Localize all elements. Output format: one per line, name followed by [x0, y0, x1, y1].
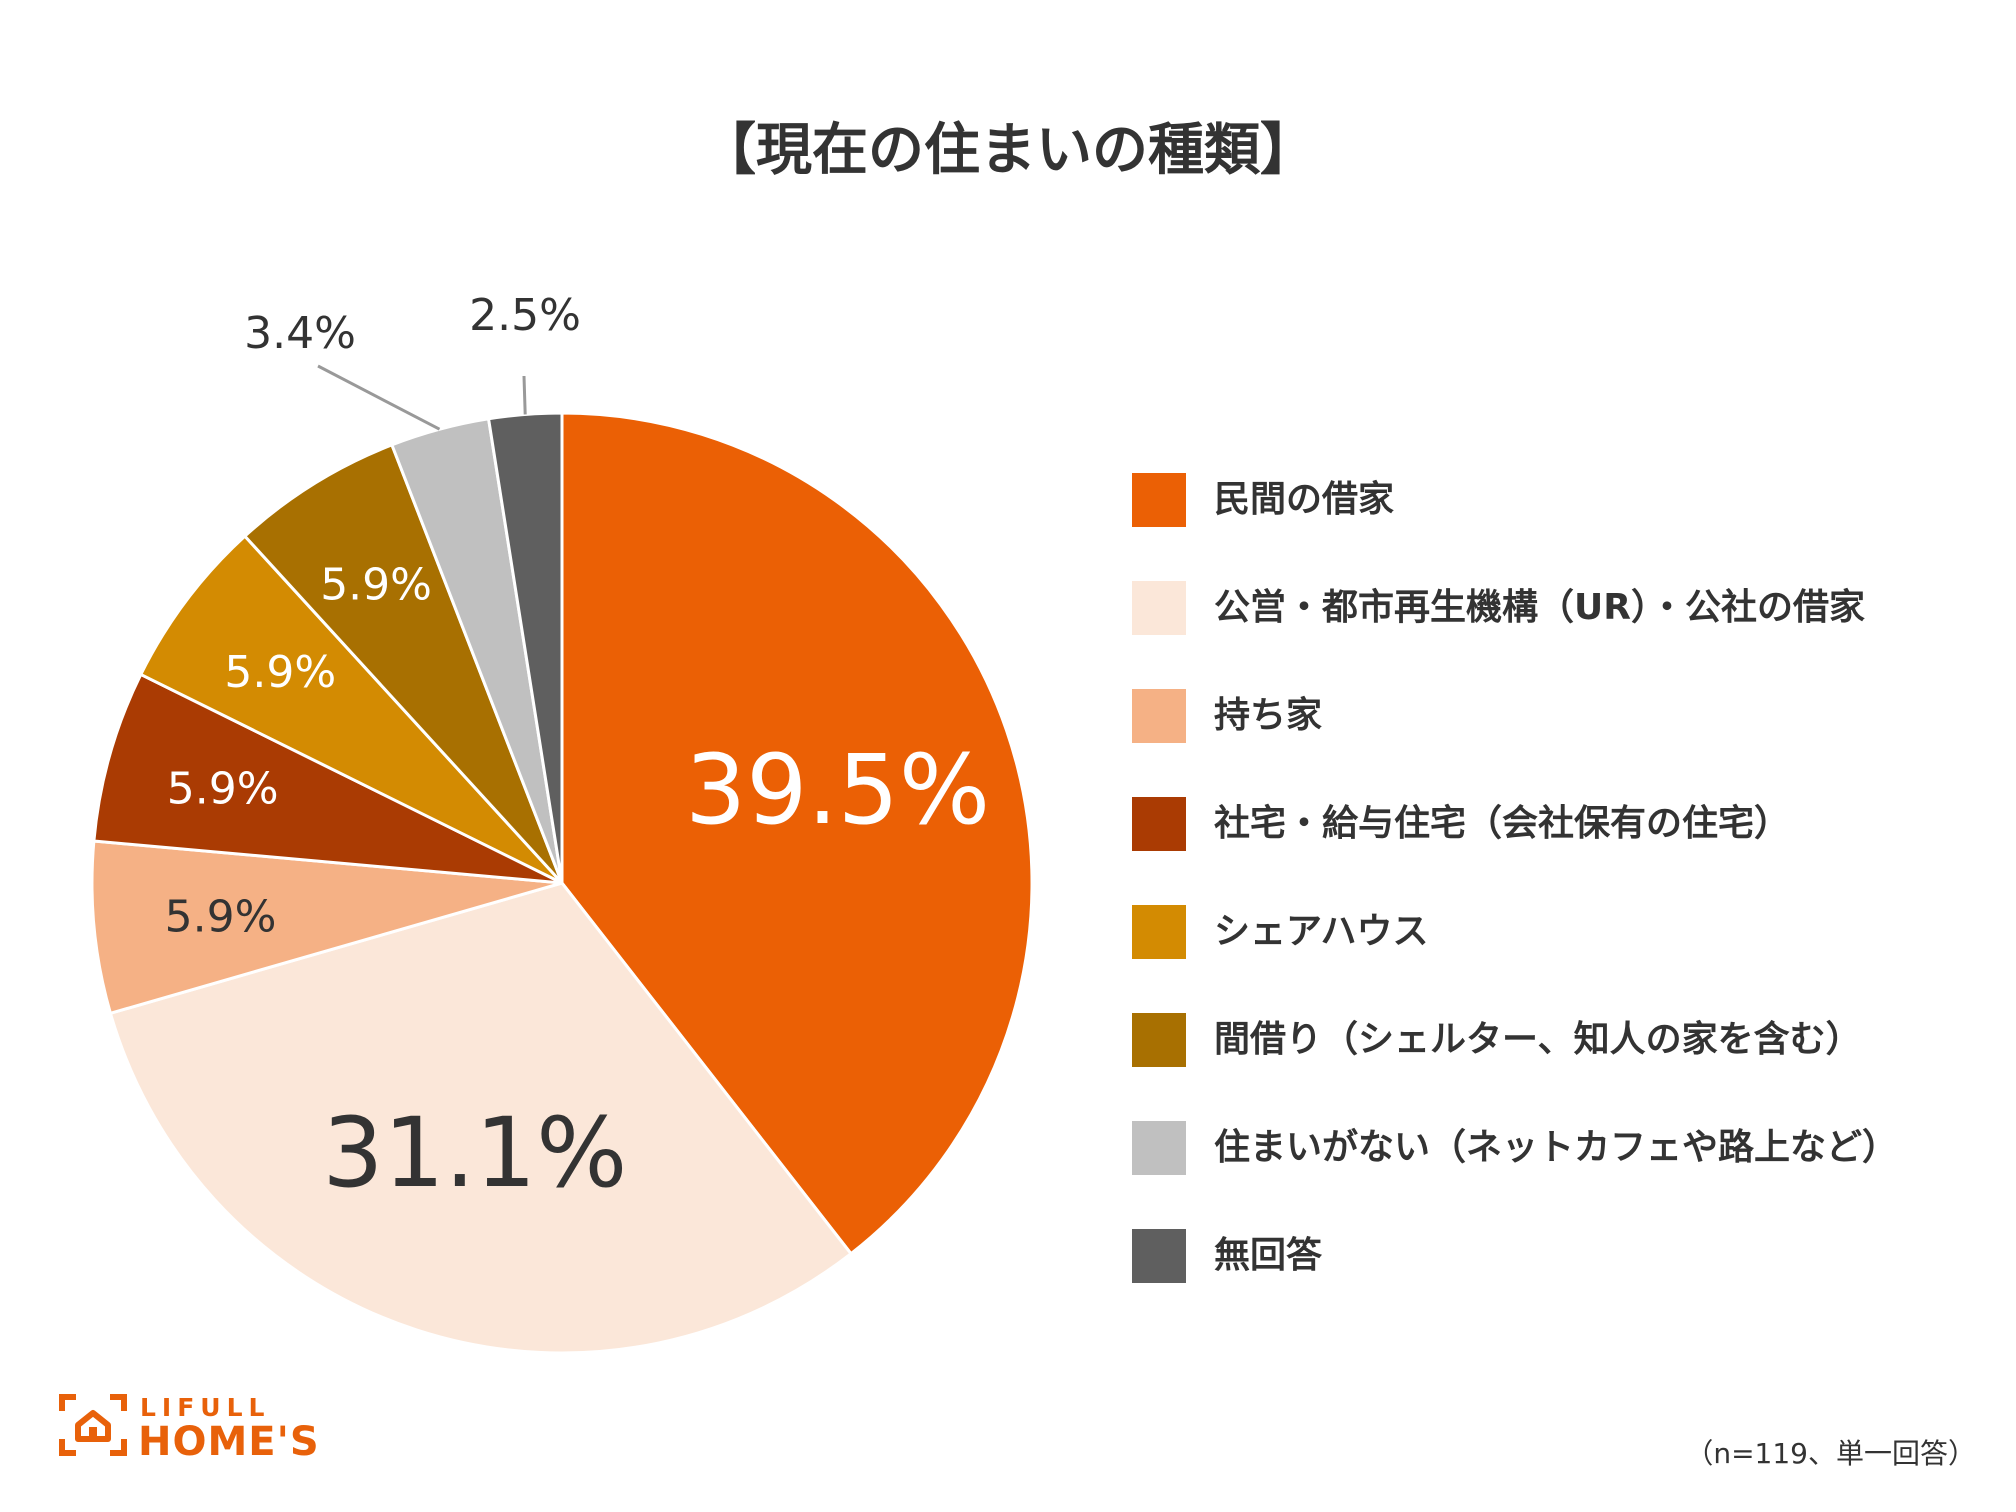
legend-swatch-6	[1132, 1013, 1186, 1067]
chart-title: 【現在の住まいの種類】	[700, 118, 1316, 183]
logo-text-homes: HOME'S	[138, 1419, 320, 1465]
legend-swatch-5	[1132, 905, 1186, 959]
pie-slice-3	[90, 839, 563, 1016]
legend-swatch-2	[1132, 581, 1186, 635]
leader-line-8	[522, 375, 527, 415]
pie-slice-6	[242, 442, 564, 885]
slice-value-label-5: 5.9%	[224, 647, 336, 698]
house-logo-icon	[59, 1394, 127, 1456]
legend-label-4: 社宅・給与住宅（会社保有の住宅）	[1214, 803, 1791, 844]
pie-slice-1	[560, 411, 1034, 1256]
legend-label-1: 民間の借家	[1214, 479, 1395, 520]
sample-note: （n=119、単一回答）	[1685, 1437, 1976, 1470]
pie-chart: 39.5% 31.1% 5.9% 5.9% 5.9% 5.9% 3.4% 2.5%	[90, 290, 1034, 1355]
legend-label-8: 無回答	[1214, 1235, 1323, 1276]
legend-item-3: 持ち家	[1132, 689, 1898, 797]
slice-value-label-6: 5.9%	[320, 559, 432, 610]
legend-item-5: シェアハウス	[1132, 905, 1898, 1013]
legend-swatch-3	[1132, 689, 1186, 743]
slice-value-label-2: 31.1%	[322, 1097, 627, 1209]
legend-item-4: 社宅・給与住宅（会社保有の住宅）	[1132, 797, 1898, 905]
slice-value-label-1: 39.5%	[685, 734, 990, 846]
legend-swatch-8	[1132, 1229, 1186, 1283]
legend-label-6: 間借り（シェルター、知人の家を含む）	[1214, 1019, 1862, 1060]
legend-item-8: 無回答	[1132, 1229, 1898, 1337]
legend-item-2: 公営・都市再生機構（UR）・公社の借家	[1132, 581, 1898, 689]
legend-label-5: シェアハウス	[1214, 911, 1429, 952]
legend-item-1: 民間の借家	[1132, 473, 1898, 581]
legend-swatch-7	[1132, 1121, 1186, 1175]
legend: 民間の借家公営・都市再生機構（UR）・公社の借家 持ち家社宅・給与住宅（会社保有の…	[1132, 473, 1898, 1337]
pie-slice-4	[92, 672, 563, 885]
legend-label-2: 公営・都市再生機構（UR）・公社の借家	[1214, 587, 1865, 628]
slice-value-label-8: 2.5%	[469, 290, 581, 341]
legend-swatch-1	[1132, 473, 1186, 527]
leader-line-7	[317, 364, 441, 431]
lifull-homes-logo: LIFULL HOME'S	[58, 1393, 358, 1473]
legend-item-6: 間借り（シェルター、知人の家を含む）	[1132, 1013, 1898, 1121]
legend-item-7: 住まいがない（ネットカフェや路上など）	[1132, 1121, 1898, 1229]
legend-label-7: 住まいがない（ネットカフェや路上など）	[1214, 1127, 1899, 1168]
legend-label-3: 持ち家	[1214, 695, 1323, 736]
slice-value-label-7: 3.4%	[244, 308, 356, 359]
pie-slice-8	[486, 411, 564, 884]
pie-slice-2	[108, 881, 854, 1355]
slice-value-label-3: 5.9%	[165, 892, 277, 943]
legend-swatch-4	[1132, 797, 1186, 851]
pie-slice-5	[138, 534, 564, 885]
slice-value-label-4: 5.9%	[167, 763, 279, 814]
logo-text-lifull: LIFULL	[140, 1393, 271, 1422]
